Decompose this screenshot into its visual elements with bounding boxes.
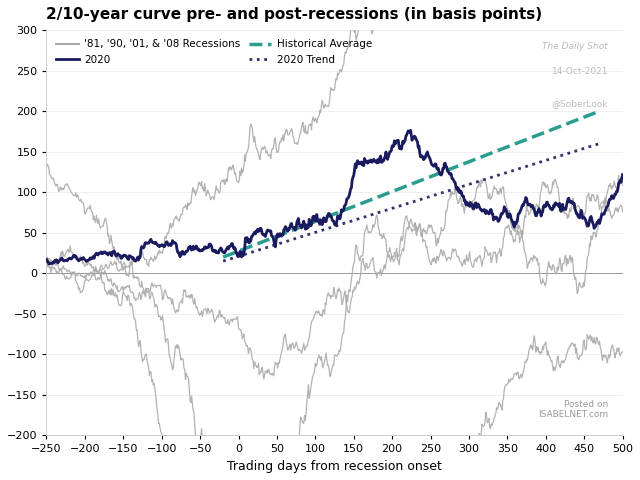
Text: @SoberLook: @SoberLook (552, 99, 608, 108)
Text: 14-Oct-2021: 14-Oct-2021 (552, 67, 608, 75)
Text: 2/10-year curve pre- and post-recessions (in basis points): 2/10-year curve pre- and post-recessions… (47, 7, 543, 22)
Text: The Daily Shot: The Daily Shot (543, 42, 608, 51)
X-axis label: Trading days from recession onset: Trading days from recession onset (227, 460, 442, 473)
Text: Posted on
ISABELNET.com: Posted on ISABELNET.com (538, 400, 608, 419)
Legend: '81, '90, '01, & '08 Recessions, 2020, Historical Average, 2020 Trend: '81, '90, '01, & '08 Recessions, 2020, H… (52, 35, 376, 69)
